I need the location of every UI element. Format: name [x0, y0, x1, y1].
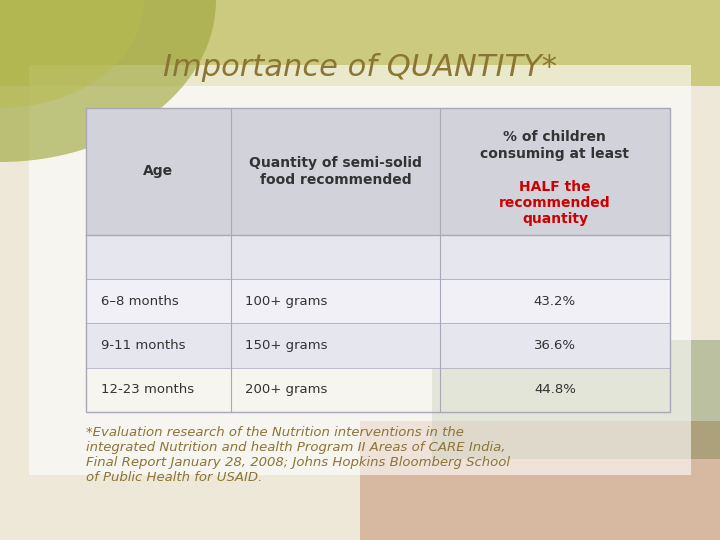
FancyBboxPatch shape	[29, 65, 691, 475]
Text: Importance of QUANTITY*: Importance of QUANTITY*	[163, 53, 557, 82]
Text: HALF the
recommended
quantity: HALF the recommended quantity	[499, 180, 611, 226]
Text: 36.6%: 36.6%	[534, 339, 576, 352]
Text: 100+ grams: 100+ grams	[245, 295, 328, 308]
FancyBboxPatch shape	[86, 235, 670, 279]
FancyBboxPatch shape	[86, 279, 670, 323]
FancyBboxPatch shape	[0, 0, 720, 86]
Text: 9-11 months: 9-11 months	[101, 339, 185, 352]
Text: % of children
consuming at least: % of children consuming at least	[480, 131, 629, 160]
Text: Age: Age	[143, 165, 174, 178]
Text: *Evaluation research of the Nutrition interventions in the
integrated Nutrition : *Evaluation research of the Nutrition in…	[86, 426, 510, 483]
Text: 150+ grams: 150+ grams	[245, 339, 328, 352]
Wedge shape	[0, 0, 144, 108]
FancyBboxPatch shape	[432, 340, 720, 459]
FancyBboxPatch shape	[86, 108, 670, 235]
Text: 6–8 months: 6–8 months	[101, 295, 179, 308]
Text: 200+ grams: 200+ grams	[245, 383, 328, 396]
FancyBboxPatch shape	[86, 323, 670, 368]
FancyBboxPatch shape	[360, 421, 720, 540]
Text: 44.8%: 44.8%	[534, 383, 576, 396]
Text: 12-23 months: 12-23 months	[101, 383, 194, 396]
Text: Quantity of semi-solid
food recommended: Quantity of semi-solid food recommended	[249, 157, 422, 186]
Wedge shape	[0, 0, 216, 162]
Text: 43.2%: 43.2%	[534, 295, 576, 308]
